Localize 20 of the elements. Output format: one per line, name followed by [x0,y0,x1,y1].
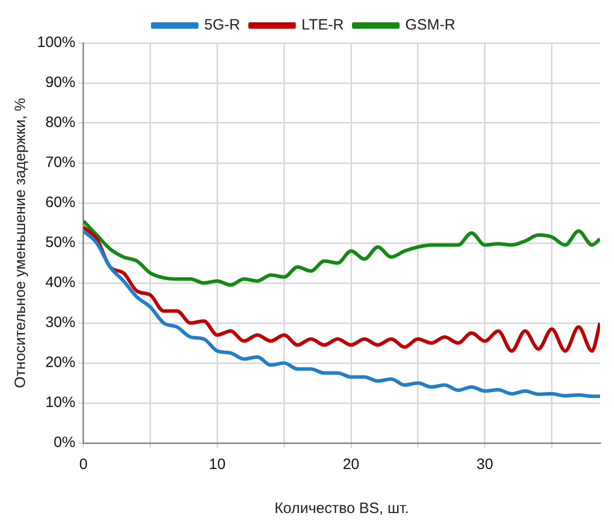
legend-label: LTE-R [302,16,344,34]
y-tick-label: 70% [45,154,76,172]
y-tick-label: 20% [45,354,76,372]
y-tick-label: 60% [45,194,76,212]
x-tick-label: 30 [476,456,494,474]
y-tick-label: 30% [45,314,76,332]
legend-label: 5G-R [204,16,240,34]
y-tick-label: 0% [54,434,76,452]
y-axis-title: Относительное уменьшение задержки, % [12,98,30,388]
y-tick-label: 100% [36,34,76,52]
y-tick-label: 40% [45,274,76,292]
y-tick-label: 10% [45,394,76,412]
x-tick-label: 10 [208,456,226,474]
x-axis-title: Количество BS, шт. [274,500,409,518]
x-tick-label: 0 [79,456,88,474]
y-tick-label: 80% [45,114,76,132]
legend-label: GSM-R [405,16,456,34]
y-tick-label: 50% [45,234,76,252]
x-tick-label: 20 [342,456,360,474]
y-tick-label: 90% [45,74,76,92]
